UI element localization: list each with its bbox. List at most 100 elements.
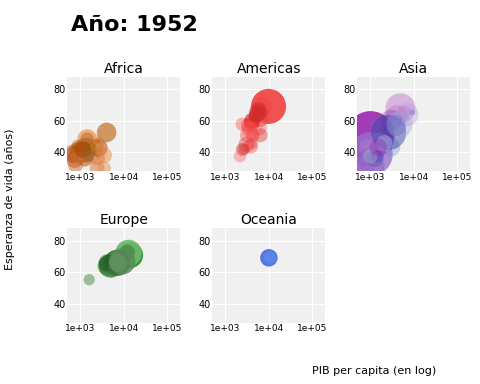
Point	[387, 144, 395, 151]
Point	[376, 140, 384, 146]
Point	[127, 250, 135, 256]
Point	[73, 151, 81, 157]
Point	[71, 156, 79, 162]
Point	[109, 260, 117, 266]
Point	[75, 149, 83, 156]
Point	[81, 144, 88, 151]
Point	[108, 260, 115, 266]
Point	[79, 148, 87, 154]
Point	[72, 154, 80, 161]
Point	[246, 126, 254, 132]
Point	[97, 146, 105, 152]
Title: Oceania: Oceania	[240, 213, 297, 227]
Point	[247, 121, 255, 127]
Point	[117, 258, 124, 265]
Point	[248, 140, 256, 146]
Point	[103, 260, 111, 266]
Point	[242, 141, 250, 147]
Point	[385, 129, 393, 136]
Point	[258, 104, 266, 110]
Point	[374, 146, 382, 152]
Point	[372, 153, 380, 159]
Point	[86, 146, 94, 152]
Point	[75, 148, 83, 154]
Point	[91, 144, 98, 151]
Title: Africa: Africa	[104, 62, 144, 76]
Point	[371, 155, 379, 161]
Point	[120, 249, 128, 255]
Point	[384, 125, 391, 131]
Point	[248, 117, 256, 123]
Point	[381, 140, 388, 146]
Point	[83, 146, 90, 152]
Point	[264, 103, 272, 109]
Point	[374, 144, 382, 151]
Point	[80, 151, 87, 157]
Point	[245, 126, 253, 132]
Point	[84, 152, 91, 159]
Point	[255, 114, 263, 120]
Point	[387, 117, 395, 123]
Point	[68, 149, 76, 156]
Point	[100, 152, 108, 158]
Point	[73, 148, 81, 154]
Point	[78, 148, 86, 154]
Point	[247, 143, 254, 149]
Point	[114, 261, 121, 267]
Point	[79, 146, 87, 152]
Point	[111, 257, 119, 263]
Point	[110, 261, 118, 267]
Point	[78, 146, 85, 152]
Point	[80, 149, 87, 155]
Point	[100, 165, 108, 171]
Point	[115, 261, 122, 267]
Point	[74, 151, 82, 157]
Point	[103, 263, 111, 269]
Point	[79, 147, 87, 153]
Point	[78, 146, 85, 152]
Title: Europe: Europe	[99, 213, 148, 227]
Point	[396, 105, 404, 111]
Point	[266, 254, 274, 260]
Text: PIB per capita (en log): PIB per capita (en log)	[312, 366, 436, 376]
Point	[112, 255, 120, 261]
Point	[255, 124, 263, 131]
Point	[115, 255, 122, 261]
Point	[111, 255, 119, 261]
Point	[120, 252, 128, 258]
Point	[77, 145, 84, 151]
Point	[81, 146, 89, 152]
Point	[113, 260, 121, 266]
Point	[72, 149, 80, 155]
Point	[119, 258, 126, 265]
Point	[367, 151, 375, 157]
Point	[96, 139, 103, 145]
Point	[126, 252, 134, 258]
Point	[80, 149, 87, 155]
Point	[363, 163, 371, 169]
Point	[82, 146, 90, 152]
Point	[408, 109, 416, 116]
Point	[367, 132, 374, 138]
Point	[239, 146, 246, 152]
Point	[244, 132, 252, 139]
Point	[255, 110, 263, 116]
Point	[120, 255, 127, 261]
Text: Esperanza de vida (años): Esperanza de vida (años)	[5, 129, 14, 270]
Point	[114, 257, 121, 263]
Point	[254, 108, 262, 114]
Point	[85, 152, 93, 159]
Point	[384, 127, 391, 133]
Point	[69, 152, 77, 158]
Point	[363, 144, 371, 151]
Point	[89, 152, 97, 158]
Point	[373, 122, 381, 128]
Point	[236, 153, 244, 159]
Title: Americas: Americas	[237, 62, 301, 76]
Point	[104, 262, 111, 268]
Point	[393, 113, 400, 119]
Point	[400, 109, 408, 116]
Point	[86, 142, 94, 148]
Point	[366, 153, 374, 159]
Point	[81, 143, 89, 149]
